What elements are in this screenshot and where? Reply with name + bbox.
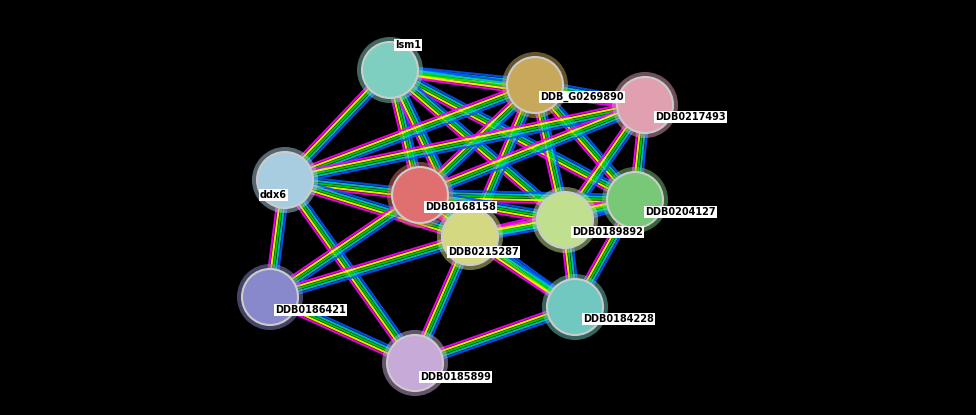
Text: DDB0204127: DDB0204127 <box>645 207 715 217</box>
Text: DDB_G0269890: DDB_G0269890 <box>540 92 624 102</box>
Circle shape <box>437 204 503 270</box>
Text: DDB0185899: DDB0185899 <box>420 372 491 382</box>
Circle shape <box>617 77 673 133</box>
Circle shape <box>382 330 448 396</box>
Circle shape <box>387 335 443 391</box>
Text: DDB0189892: DDB0189892 <box>572 227 643 237</box>
Text: DDB0217493: DDB0217493 <box>655 112 725 122</box>
Circle shape <box>547 279 603 335</box>
Circle shape <box>237 264 303 330</box>
Circle shape <box>542 274 608 340</box>
Circle shape <box>362 42 418 98</box>
Text: lsm1: lsm1 <box>395 40 421 50</box>
Circle shape <box>612 72 678 138</box>
Circle shape <box>242 269 298 325</box>
Circle shape <box>507 57 563 113</box>
Circle shape <box>532 187 598 253</box>
Circle shape <box>442 209 498 265</box>
Text: DDB0186421: DDB0186421 <box>275 305 346 315</box>
Circle shape <box>386 162 453 228</box>
Circle shape <box>252 147 318 213</box>
Circle shape <box>392 167 448 223</box>
Circle shape <box>357 37 423 103</box>
Circle shape <box>537 192 593 248</box>
Circle shape <box>602 167 668 233</box>
Text: ddx6: ddx6 <box>260 190 287 200</box>
Circle shape <box>257 152 313 208</box>
Text: DDB0215287: DDB0215287 <box>448 247 519 257</box>
Circle shape <box>502 52 568 118</box>
Text: DDB0168158: DDB0168158 <box>425 202 496 212</box>
Text: DDB0184228: DDB0184228 <box>583 314 654 324</box>
Circle shape <box>607 172 663 228</box>
